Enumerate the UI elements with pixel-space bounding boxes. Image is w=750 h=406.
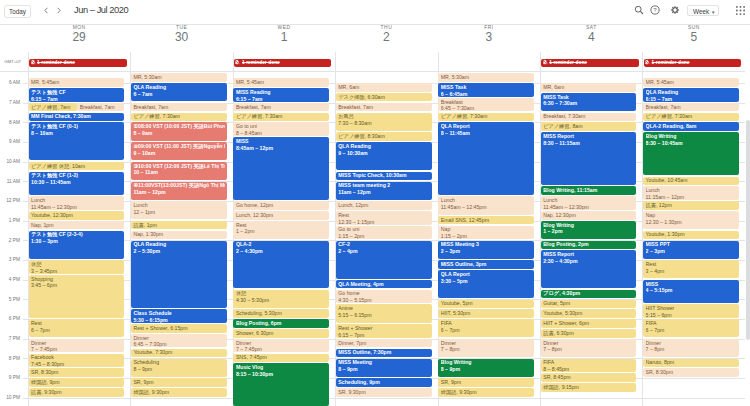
svg-text:?: ? xyxy=(653,7,657,13)
